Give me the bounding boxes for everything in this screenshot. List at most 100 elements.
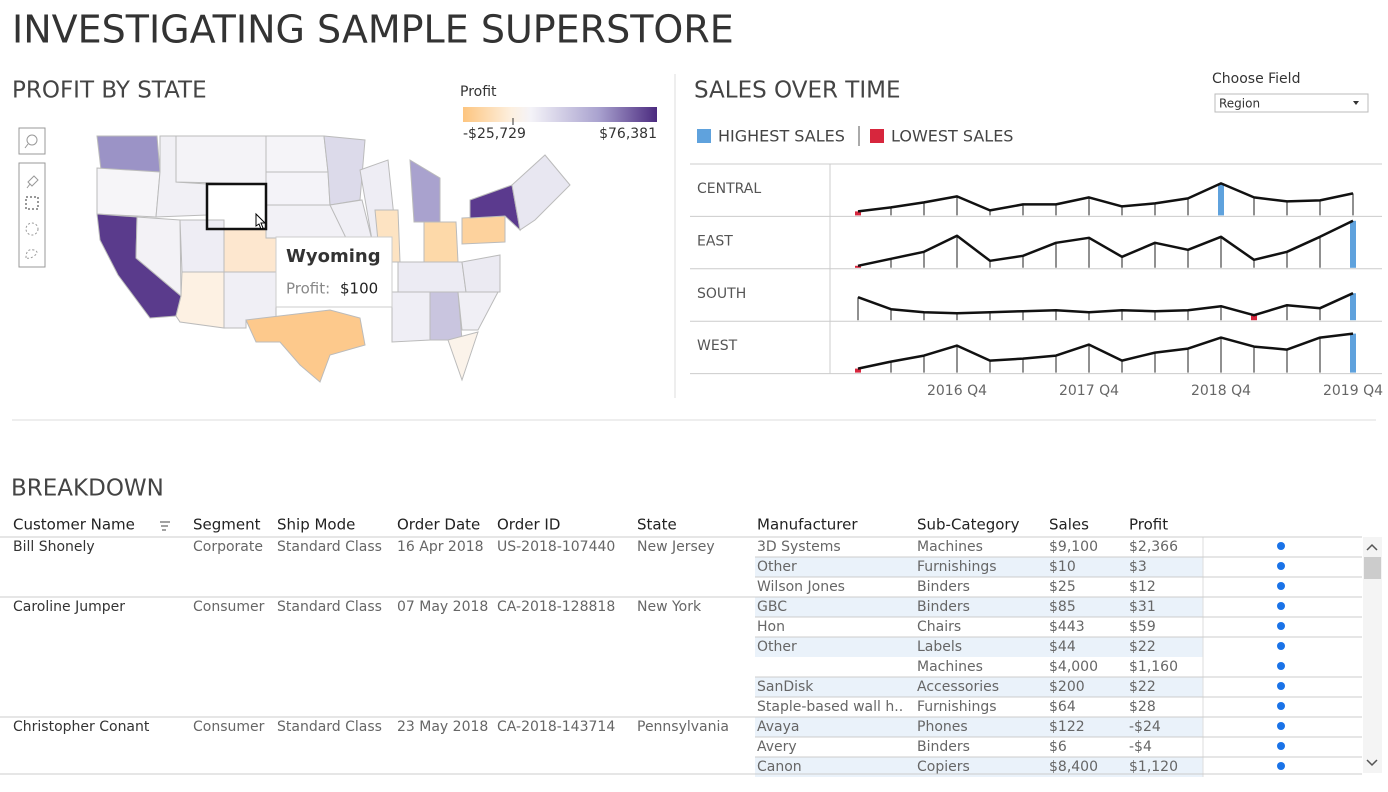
lowest-bar <box>855 368 861 373</box>
cell: 3D Systems <box>757 539 841 555</box>
dashboard-title: INVESTIGATING SAMPLE SUPERSTORE <box>12 8 734 52</box>
status-dot <box>1277 582 1285 590</box>
cell: $1,120 <box>1129 759 1178 775</box>
cell: Wilson Jones <box>757 579 845 595</box>
cell: Caroline Jumper <box>13 599 125 615</box>
tooltip-label: Profit: <box>286 280 330 298</box>
status-dot <box>1277 662 1285 670</box>
row-stripe <box>755 597 1203 617</box>
lowest-bar <box>1251 315 1257 321</box>
row-label: WEST <box>697 338 738 354</box>
column-header: Ship Mode <box>277 516 355 534</box>
column-header: Manufacturer <box>757 516 858 534</box>
column-header: Customer Name <box>13 516 135 534</box>
cell: $9,100 <box>1049 539 1098 555</box>
highest-bar <box>1350 220 1356 268</box>
scrollbar[interactable] <box>1363 537 1382 773</box>
row-stripe <box>755 677 1203 697</box>
cell: Bill Shonely <box>13 539 95 555</box>
cell: CA-2018-128818 <box>497 599 615 615</box>
cell: $443 <box>1049 619 1085 635</box>
cell: $12 <box>1129 579 1156 595</box>
cell: -$24 <box>1129 719 1161 735</box>
column-header: Profit <box>1129 516 1168 534</box>
status-dot <box>1277 622 1285 630</box>
cell: $4,000 <box>1049 659 1098 675</box>
cell: Binders <box>917 739 970 755</box>
status-dot <box>1277 762 1285 770</box>
cell: US-2018-107440 <box>497 539 615 555</box>
cell: $6 <box>1049 739 1067 755</box>
sales-line <box>857 182 1354 213</box>
highest-bar <box>1218 183 1224 216</box>
column-header: State <box>637 516 677 534</box>
row-label: SOUTH <box>697 286 746 302</box>
cell: Accessories <box>917 679 999 695</box>
cell: $31 <box>1129 599 1156 615</box>
cell: New York <box>637 599 702 615</box>
cell: CA-2018-143714 <box>497 719 615 735</box>
cell: Other <box>757 639 797 655</box>
cell: $59 <box>1129 619 1156 635</box>
x-tick-label: 2017 Q4 <box>1059 383 1119 399</box>
selected-state[interactable] <box>205 182 268 231</box>
cell: Chairs <box>917 619 961 635</box>
cell: 07 May 2018 <box>397 599 488 615</box>
x-tick-label: 2018 Q4 <box>1191 383 1251 399</box>
cursor <box>255 212 267 230</box>
cell: -$4 <box>1129 739 1152 755</box>
cell: $28 <box>1129 699 1156 715</box>
sales-line <box>857 332 1354 370</box>
cell: Corporate <box>193 539 263 555</box>
cell: Machines <box>917 539 983 555</box>
cell: $25 <box>1049 579 1076 595</box>
status-dot <box>1277 722 1285 730</box>
status-dot <box>1277 682 1285 690</box>
control-label: Choose Field <box>1212 71 1300 87</box>
cell: Canon <box>757 759 802 775</box>
cell: Binders <box>917 579 970 595</box>
cell: Binders <box>917 599 970 615</box>
cell: Standard Class <box>277 719 382 735</box>
cell: Other <box>757 559 797 575</box>
status-dot <box>1277 642 1285 650</box>
cell: GBC <box>757 599 787 615</box>
tooltip-value: $100 <box>340 280 378 298</box>
sort-icon[interactable] <box>160 521 170 531</box>
cell: Furnishings <box>917 699 997 715</box>
status-dot <box>1277 742 1285 750</box>
cell: Standard Class <box>277 599 382 615</box>
cell: $3 <box>1129 559 1147 575</box>
status-dot <box>1277 702 1285 710</box>
cell: $200 <box>1049 679 1085 695</box>
cell: Labels <box>917 639 962 655</box>
cell: Machines <box>917 659 983 675</box>
cell: Hon <box>757 619 785 635</box>
cell: SanDisk <box>757 679 814 695</box>
tool-group[interactable] <box>18 162 46 268</box>
cell: $8,400 <box>1049 759 1098 775</box>
x-tick-label: 2019 Q4 <box>1323 383 1383 399</box>
cell: Standard Class <box>277 539 382 555</box>
cell: $22 <box>1129 639 1156 655</box>
cell: 23 May 2018 <box>397 719 488 735</box>
dropdown[interactable]: Region <box>1214 93 1369 113</box>
row-label: EAST <box>697 233 733 249</box>
column-header: Segment <box>193 516 261 534</box>
cell: New Jersey <box>637 539 715 555</box>
lowest-bar <box>855 211 861 216</box>
cell: Phones <box>917 719 968 735</box>
status-dot <box>1277 562 1285 570</box>
cell: Copiers <box>917 759 970 775</box>
cell: $1,160 <box>1129 659 1178 675</box>
cell: $122 <box>1049 719 1085 735</box>
cell: Christopher Conant <box>13 719 150 735</box>
tooltip-state: Wyoming <box>286 246 381 267</box>
section-title: SALES OVER TIME <box>694 78 900 104</box>
cell: Consumer <box>193 719 265 735</box>
status-dot <box>1277 542 1285 550</box>
dropdown-value: Region <box>1219 97 1260 111</box>
legend-label: LOWEST SALES <box>891 127 1013 146</box>
column-header: Sales <box>1049 516 1089 534</box>
cell: $64 <box>1049 699 1076 715</box>
